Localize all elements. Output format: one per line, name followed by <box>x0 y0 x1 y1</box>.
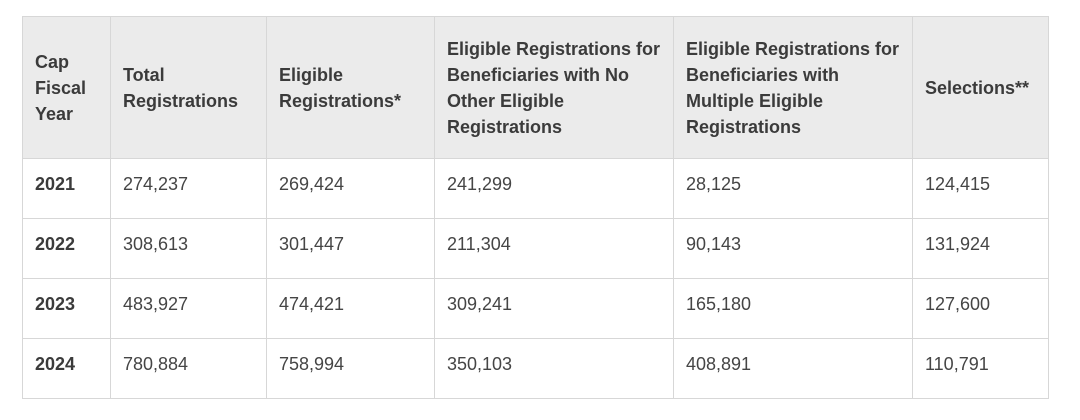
table-cell: 110,791 <box>912 338 1049 399</box>
table-cell: 90,143 <box>673 218 913 279</box>
column-header-selections: Selections** <box>912 16 1049 159</box>
registrations-table-container: Cap Fiscal Year Total Registrations Elig… <box>22 16 1049 399</box>
header-row: Cap Fiscal Year Total Registrations Elig… <box>22 16 1049 159</box>
table-row: 2021 274,237 269,424 241,299 28,125 124,… <box>22 158 1049 219</box>
year-cell: 2021 <box>22 158 111 219</box>
table-cell: 350,103 <box>434 338 674 399</box>
registrations-table: Cap Fiscal Year Total Registrations Elig… <box>22 16 1049 399</box>
table-cell: 131,924 <box>912 218 1049 279</box>
year-cell: 2024 <box>22 338 111 399</box>
column-header-total-registrations: Total Registrations <box>110 16 267 159</box>
table-cell: 408,891 <box>673 338 913 399</box>
column-header-eligible-multiple: Eligible Registrations for Beneficiaries… <box>673 16 913 159</box>
table-cell: 483,927 <box>110 278 267 339</box>
table-cell: 269,424 <box>266 158 435 219</box>
table-cell: 165,180 <box>673 278 913 339</box>
table-cell: 127,600 <box>912 278 1049 339</box>
table-cell: 241,299 <box>434 158 674 219</box>
table-cell: 124,415 <box>912 158 1049 219</box>
table-cell: 780,884 <box>110 338 267 399</box>
column-header-eligible-registrations: Eligible Registrations* <box>266 16 435 159</box>
year-cell: 2022 <box>22 218 111 279</box>
table-cell: 308,613 <box>110 218 267 279</box>
table-cell: 28,125 <box>673 158 913 219</box>
table-cell: 211,304 <box>434 218 674 279</box>
table-row: 2023 483,927 474,421 309,241 165,180 127… <box>22 278 1049 339</box>
table-cell: 309,241 <box>434 278 674 339</box>
table-cell: 274,237 <box>110 158 267 219</box>
table-cell: 474,421 <box>266 278 435 339</box>
column-header-eligible-no-other: Eligible Registrations for Beneficiaries… <box>434 16 674 159</box>
table-row: 2024 780,884 758,994 350,103 408,891 110… <box>22 338 1049 399</box>
column-header-cap-fiscal-year: Cap Fiscal Year <box>22 16 111 159</box>
table-cell: 301,447 <box>266 218 435 279</box>
table-row: 2022 308,613 301,447 211,304 90,143 131,… <box>22 218 1049 279</box>
table-cell: 758,994 <box>266 338 435 399</box>
year-cell: 2023 <box>22 278 111 339</box>
